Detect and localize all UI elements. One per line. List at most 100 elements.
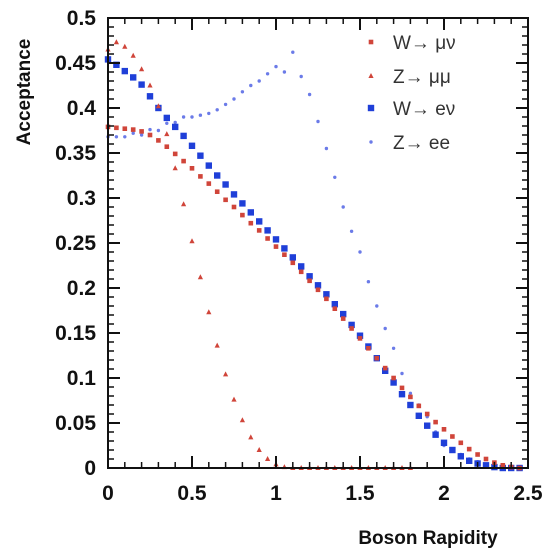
data-point (198, 113, 203, 117)
data-point (232, 97, 236, 101)
legend-label: W→ eν (393, 99, 455, 120)
y-tick-label: 0.5 (67, 7, 97, 30)
data-point (256, 447, 262, 452)
legend: W→ μν Z→ μμ W→ eν Z→ ee (367, 33, 456, 154)
data-point (265, 72, 270, 76)
data-point (214, 342, 220, 348)
data-point (198, 174, 203, 179)
data-point (172, 151, 178, 157)
data-point (139, 129, 144, 134)
data-point (282, 252, 287, 257)
data-point (122, 126, 128, 131)
legend-label: W→ μν (393, 33, 456, 54)
data-point (256, 218, 263, 225)
data-point (156, 128, 161, 133)
data-point (230, 191, 238, 198)
x-tick-label: 0.5 (177, 482, 207, 505)
data-point (164, 144, 170, 149)
data-point (281, 245, 288, 252)
data-point (500, 463, 506, 468)
data-point (248, 220, 254, 226)
data-point (189, 166, 195, 171)
data-point (249, 83, 253, 88)
data-point (163, 114, 170, 122)
data-point (273, 244, 279, 249)
data-layer (104, 39, 523, 472)
data-point (483, 456, 489, 462)
data-point (172, 165, 178, 171)
data-point (197, 152, 204, 159)
data-point (415, 412, 422, 419)
data-point (307, 92, 312, 97)
plot-frame (107, 17, 529, 469)
data-point (391, 346, 396, 350)
data-point (340, 310, 347, 318)
data-point (147, 132, 153, 138)
data-point (382, 365, 388, 371)
data-point (366, 280, 371, 284)
legend-item-w: W→ μν (368, 33, 456, 54)
data-point (148, 127, 152, 132)
data-point (165, 121, 169, 126)
data-point (433, 419, 438, 425)
data-point (264, 227, 271, 234)
legend-label: Z→ μμ (393, 67, 451, 88)
data-point (348, 321, 355, 329)
data-point (130, 74, 137, 81)
data-point (475, 452, 480, 457)
data-point (298, 263, 305, 270)
data-point (400, 371, 404, 376)
data-point (121, 67, 128, 75)
data-point (291, 50, 295, 54)
data-point (366, 346, 371, 351)
series-we (104, 56, 523, 472)
x-tick-label: 0 (102, 482, 114, 505)
x-tick-label: 1.5 (345, 482, 375, 505)
legend-item-we: W→ eν (367, 99, 455, 120)
data-point (239, 417, 245, 423)
data-point (357, 336, 363, 341)
x-tick-label: 1 (270, 482, 282, 505)
data-point (391, 375, 396, 381)
data-point (374, 355, 380, 361)
data-point (424, 411, 430, 417)
data-point (265, 456, 271, 461)
data-point (180, 132, 187, 140)
legend-item-zee: Z→ ee (369, 133, 450, 154)
data-point (449, 446, 456, 454)
data-point (214, 172, 221, 179)
data-point (206, 181, 212, 186)
data-point (307, 278, 312, 284)
y-tick-label: 0.3 (67, 187, 96, 210)
data-point (408, 391, 413, 395)
data-point (138, 81, 145, 88)
data-point (316, 119, 320, 124)
data-point (399, 385, 405, 391)
data-point (114, 125, 119, 131)
data-point (341, 205, 345, 209)
data-point (123, 135, 127, 139)
data-point (282, 70, 287, 74)
legend-marker (369, 140, 373, 144)
data-point (207, 111, 211, 116)
y-tick-label: 0.1 (67, 367, 97, 390)
data-point (189, 238, 195, 244)
data-point (458, 440, 464, 446)
data-point (188, 142, 196, 149)
data-point (390, 379, 397, 386)
data-point (398, 391, 406, 398)
data-point (181, 115, 186, 119)
data-point (248, 434, 254, 440)
data-point (272, 236, 280, 243)
data-point (332, 306, 338, 311)
data-point (440, 439, 448, 446)
data-point (172, 123, 179, 131)
series-w (105, 124, 522, 471)
data-point (274, 64, 278, 69)
data-point (408, 394, 413, 400)
data-point (416, 403, 422, 409)
data-point (289, 254, 296, 261)
y-tick-label: 0.05 (55, 412, 96, 435)
data-point (139, 66, 145, 72)
y-tick-label: 0.25 (55, 232, 96, 255)
